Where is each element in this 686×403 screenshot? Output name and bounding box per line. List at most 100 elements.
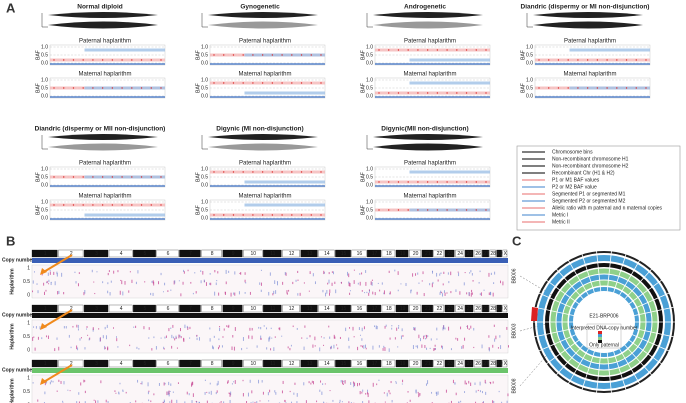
haplarithm-tick: [234, 327, 236, 331]
haplarithm-tick: [368, 289, 370, 291]
haplarithm-tick: [303, 346, 305, 350]
legend-label: P2 or M2 BAF value: [552, 184, 597, 190]
haplarithm-tick: [447, 272, 449, 275]
chromosome-box: [395, 359, 409, 368]
ring-divider: [623, 344, 653, 376]
haplarithm-tick: [104, 345, 106, 350]
tick-label: 1.0: [201, 77, 208, 83]
haplarithm-tick: [215, 392, 217, 395]
haplarithm-tick: [100, 380, 102, 384]
haplarithm-tick: [340, 281, 342, 284]
haplarithm-tick: [460, 326, 462, 330]
baf-dot: [586, 87, 589, 89]
haplarithm-tick: [107, 272, 109, 276]
haplarithm-tick: [377, 282, 379, 284]
haplarithm-tick: [228, 324, 230, 328]
baf-dot: [252, 214, 254, 216]
haplarithm-tick: [383, 290, 385, 295]
haplarithm-tick: [414, 328, 416, 331]
baf-dot: [92, 176, 94, 178]
baf-dot: [446, 49, 448, 51]
haplarithm-tick: [219, 326, 221, 328]
haplarithm-tick: [191, 381, 193, 386]
baf-dot: [140, 176, 143, 178]
haplarithm-tick: [260, 282, 262, 286]
baf-dot: [242, 214, 244, 216]
chromosome-box: [444, 304, 455, 313]
haplarithm-tick: [499, 335, 501, 338]
haplarithm-tick: [72, 325, 74, 328]
tick-label: 0.0: [41, 60, 48, 66]
tick-label: 1.0: [366, 166, 373, 172]
tick-label: 1.0: [526, 44, 533, 50]
haplarithm-tick: [320, 336, 322, 338]
haplarithm-tick: [469, 272, 471, 274]
ring-divider: [538, 292, 577, 311]
chromosome-box: [421, 359, 433, 368]
haplarithm-tick: [188, 393, 190, 396]
haplarithm-tick: [323, 270, 325, 275]
haplarithm-tick: [482, 401, 484, 403]
haplarithm-tick: [383, 392, 385, 394]
haplarithm-tick: [247, 392, 249, 397]
haplarithm-tick: [77, 328, 79, 331]
haplarithm-tick: [129, 271, 131, 273]
baf-dot: [417, 181, 419, 183]
haplarithm-tick: [323, 337, 325, 339]
ring-divider: [581, 253, 596, 294]
haplarithm-tick: [98, 328, 100, 330]
chromosome-label: 21: [425, 251, 431, 257]
baf-dot: [281, 54, 283, 56]
chromosome-label: 22: [437, 306, 443, 312]
sample-label: BB006: [511, 268, 517, 283]
baf-dot: [232, 214, 235, 216]
haplarithm-tick: [442, 283, 444, 286]
chromosome-label: 22: [437, 361, 443, 367]
haplarithm-tick: [474, 382, 476, 385]
haplarithm-tick: [368, 289, 370, 293]
tick-label: 1.0: [41, 77, 48, 83]
baf-dot: [485, 92, 487, 94]
haplarithm-tick: [124, 281, 126, 285]
chromosome-label: 6: [167, 251, 170, 257]
haplarithm-tick: [102, 335, 104, 339]
tick-label: 0.0: [201, 60, 208, 66]
axis-label: Haplarithm: [9, 378, 15, 403]
haplarithm-tick: [212, 345, 214, 349]
chromosome-label: 8: [211, 251, 214, 257]
haplarithm-tick: [434, 348, 436, 351]
haplarithm-tick: [370, 281, 372, 285]
chromosome-box: [243, 249, 263, 258]
haplarithm-tick: [436, 272, 438, 277]
haplarithm-tick: [170, 327, 172, 329]
baf-dot: [586, 59, 589, 61]
chromosome-label: 6: [167, 361, 170, 367]
haplarithm-tick: [125, 391, 127, 394]
haplarithm-tick: [273, 347, 275, 351]
haplarithm-tick: [44, 291, 46, 295]
haplarithm-tick: [84, 401, 86, 403]
baf-dot: [261, 214, 264, 216]
baf-dot: [310, 171, 312, 173]
ring-divider: [567, 347, 590, 385]
segment-p2: [84, 213, 165, 217]
haplarithm-tick: [249, 379, 251, 383]
haplarithm-tick: [397, 271, 399, 275]
sample-label: BB003: [511, 323, 517, 338]
chromosome-box: [351, 359, 367, 368]
baf-dot: [140, 87, 143, 89]
baf-dot: [111, 87, 114, 89]
chromosome-label: 10: [251, 361, 257, 367]
haplarithm-tick: [168, 390, 170, 395]
haplarithm-tick: [458, 401, 460, 403]
chromosome-box: [31, 304, 58, 313]
haplarithm-tick: [429, 283, 431, 286]
baf-dot: [645, 59, 647, 61]
baf-dot: [436, 49, 439, 51]
haplarithm-tick: [240, 272, 242, 275]
haplarithm-tick: [309, 271, 311, 275]
haplarithm-tick: [323, 401, 325, 403]
arrow-head: [40, 323, 47, 330]
haplarithm-tick: [343, 380, 345, 383]
baf-dot: [300, 82, 303, 84]
